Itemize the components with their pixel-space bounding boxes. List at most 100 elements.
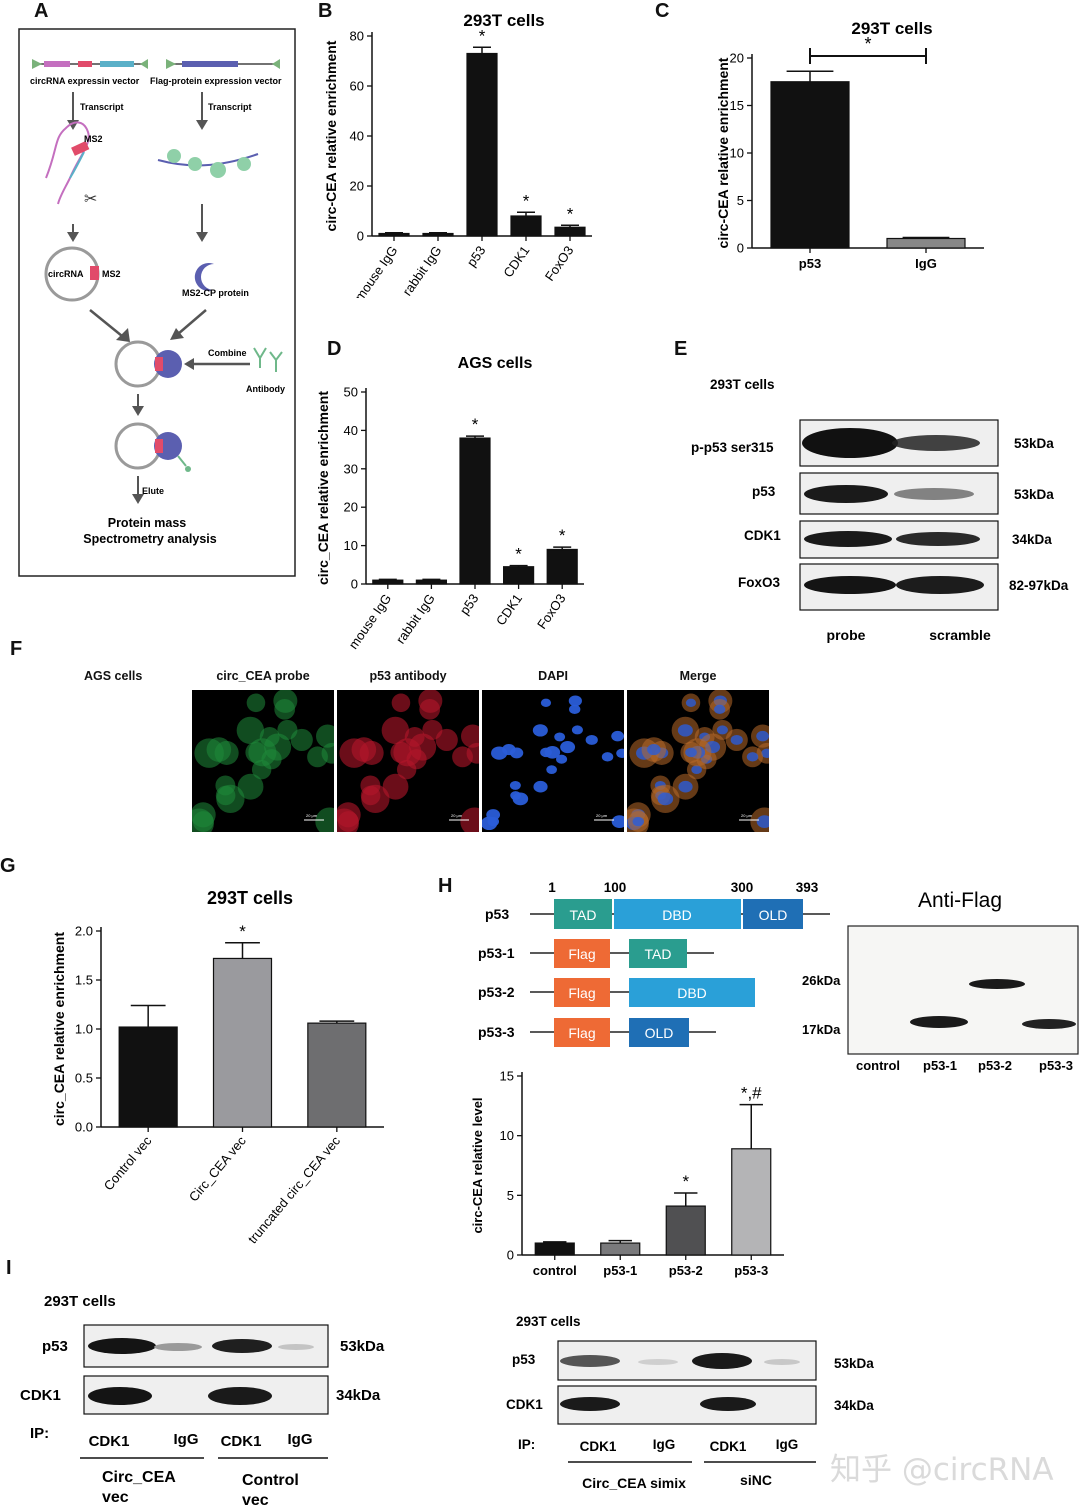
- domain-label: DBD: [662, 907, 692, 923]
- x-tick-label: Circ_CEA vec: [186, 1133, 249, 1204]
- bar: [307, 1022, 367, 1128]
- cell-nucleus: [554, 732, 566, 742]
- ip-label: IP:: [518, 1437, 535, 1452]
- cell-nucleus: [716, 725, 728, 735]
- blot-i-size: 53kDa: [340, 1338, 385, 1355]
- scale-bar-label: 20 μm: [451, 813, 463, 818]
- blot-band: [910, 1016, 968, 1028]
- blot-i-size: 53kDa: [834, 1356, 874, 1371]
- y-axis-label: circ_CEA relative enrichment: [315, 391, 331, 585]
- ip-lane-label: IgG: [288, 1431, 313, 1448]
- scale-bar-label: 20 μm: [596, 813, 608, 818]
- panel-letter-g: G: [0, 855, 16, 877]
- blot-band: [894, 488, 974, 500]
- y-tick-label: 10: [730, 146, 744, 161]
- complex-tag-icon: [155, 439, 163, 453]
- antibody-icon: [253, 347, 283, 372]
- microscopy-merge-image: 20 μm: [627, 690, 769, 832]
- cell-cytoplasm: [382, 773, 409, 800]
- blot-band: [896, 576, 984, 594]
- y-tick-label: 20: [350, 179, 364, 194]
- scale-bar-label: 20 μm: [306, 813, 318, 818]
- group-label: vec: [102, 1489, 129, 1506]
- cell-nucleus: [569, 704, 581, 714]
- x-tick-label: Control vec: [101, 1133, 155, 1193]
- cell-cytoplasm: [390, 741, 412, 763]
- panel-h-constructs: 1 100 300 393 p53 TAD DBD OLD p53-1 Flag…: [478, 880, 830, 1047]
- x-tick-label: truncated circ_CEA vec: [245, 1133, 344, 1247]
- blot-i-size: 34kDa: [834, 1398, 874, 1413]
- y-tick-label: 60: [350, 79, 364, 94]
- cell-cytoplasm: [461, 724, 479, 748]
- ms2-label-1: MS2: [84, 134, 103, 144]
- y-axis-label: circ_CEA relative enrichment: [51, 932, 67, 1126]
- y-tick-label: 0.0: [75, 1120, 93, 1135]
- significance-star: *: [567, 204, 574, 223]
- complex-tag-icon: [155, 357, 163, 371]
- blot-e-row-label: CDK1: [744, 528, 781, 543]
- x-tick-label: FoxO3: [534, 591, 569, 632]
- y-tick-label: 2.0: [75, 924, 93, 939]
- circrna-label: circRNA: [48, 269, 84, 279]
- domain-label: Flag: [568, 946, 595, 962]
- blot-band: [638, 1359, 678, 1365]
- cell-nucleus: [546, 765, 557, 774]
- antibody-label: Antibody: [246, 384, 285, 394]
- bar: [372, 579, 404, 585]
- vector1-label: circRNA expressin vector: [30, 76, 140, 86]
- blot-e-size: 53kDa: [1014, 436, 1054, 451]
- transcript-label-1: Transcript: [80, 102, 124, 112]
- arrow-icon: [196, 92, 208, 130]
- blot-band: [804, 531, 892, 547]
- cell-nucleus: [571, 725, 583, 735]
- cell-nucleus: [556, 754, 568, 764]
- chart-title: AGS cells: [458, 355, 533, 372]
- cell-nucleus: [560, 740, 576, 754]
- x-tick-label: control: [533, 1263, 577, 1278]
- domain-flag: [554, 978, 610, 1007]
- ms2cp-protein-icon: [194, 263, 214, 291]
- blot-band: [560, 1355, 620, 1367]
- x-tick-label: p53-2: [669, 1263, 703, 1278]
- blot-band: [692, 1353, 752, 1369]
- cell-cytoplasm: [245, 741, 267, 763]
- cell-nucleus: [502, 743, 516, 756]
- panel-e-blot: 293T cells p-p53 ser315 53kDa p53 53kDa …: [691, 377, 1069, 643]
- bar: [378, 232, 410, 237]
- bar: [770, 81, 850, 249]
- cell-nucleus: [487, 816, 500, 827]
- bar: [415, 579, 448, 585]
- chart-g: 293T cells circ_CEA relative enrichment 0.…: [51, 888, 384, 1247]
- cell-cytoplasm: [419, 698, 441, 720]
- panel-i-left-blot: 293T cells p53 53kDa CDK1 34kDa IP: CDK1…: [20, 1293, 385, 1506]
- domain-label: OLD: [759, 907, 788, 923]
- blot-i-row-label: CDK1: [20, 1387, 61, 1404]
- x-tick-label: FoxO3: [542, 243, 577, 284]
- bar: [459, 437, 491, 585]
- panel-a-frame: [18, 28, 296, 577]
- cell-cytoplasm: [192, 811, 214, 832]
- blot-e-lane-label: scramble: [929, 627, 991, 643]
- result-line-1: Protein mass: [108, 516, 187, 530]
- cell-nucleus: [685, 747, 697, 758]
- significance-star: *: [472, 415, 479, 434]
- cell-cytoplasm: [337, 811, 359, 832]
- result-line-2: Spectrometry analysis: [83, 532, 216, 546]
- domain-label: Flag: [568, 985, 595, 1001]
- cell-nucleus: [533, 780, 548, 793]
- cell-cytoplasm: [316, 724, 334, 748]
- chart-c: 293T cells circ-CEA relative enrichment 0 5…: [715, 19, 984, 271]
- cell-cytoplasm: [216, 784, 245, 814]
- arrow-icon: [89, 309, 130, 342]
- panel-i-right-blot: 293T cells p53 53kDa CDK1 34kDa IP: CDK1…: [506, 1314, 874, 1491]
- significance-star: *: [523, 191, 530, 210]
- blot-h-lane: p53-2: [978, 1058, 1012, 1073]
- domain-label: DBD: [677, 985, 707, 1001]
- bar: [731, 1148, 772, 1256]
- significance-star: *: [479, 26, 486, 45]
- blot-h-size: 26kDa: [802, 973, 841, 988]
- chart-title: 293T cells: [851, 19, 932, 38]
- bar: [886, 237, 966, 249]
- ip-lane-label: CDK1: [89, 1433, 130, 1450]
- blot-band: [212, 1339, 272, 1353]
